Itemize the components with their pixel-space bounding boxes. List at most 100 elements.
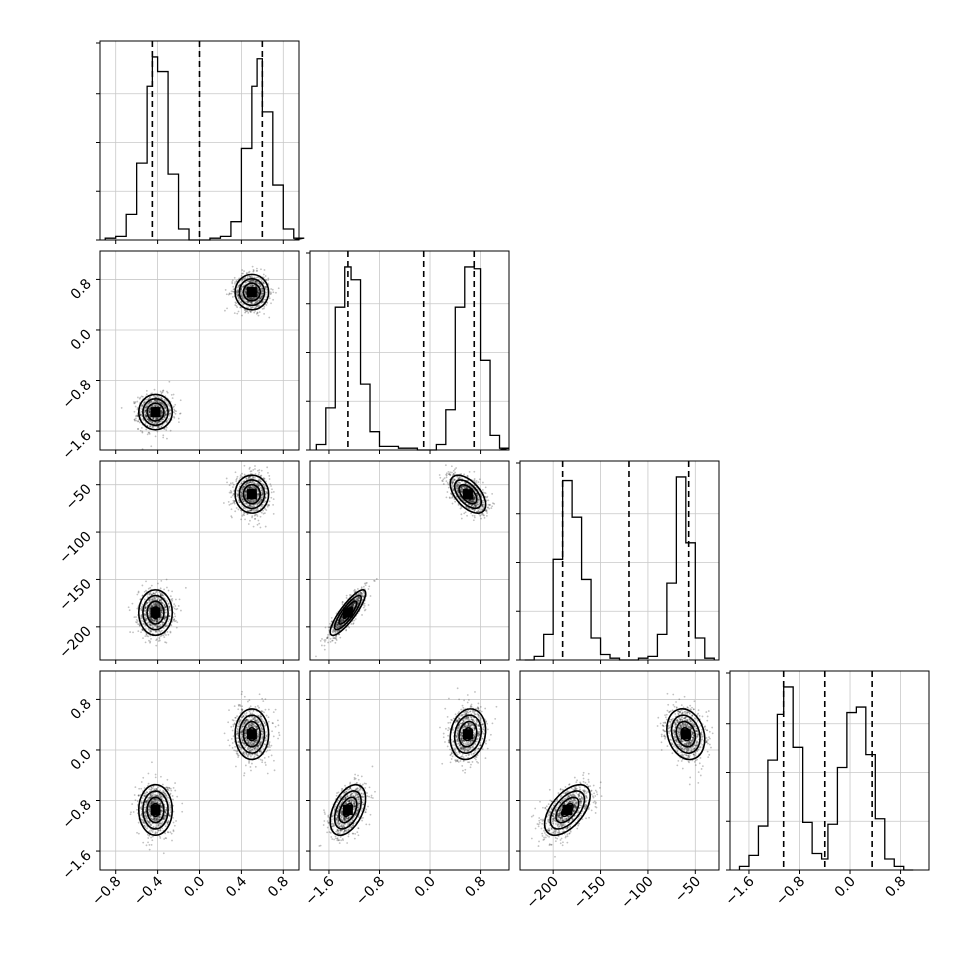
density-contour: [234, 273, 270, 311]
sample-point: [250, 279, 253, 282]
sample-point: [469, 499, 472, 502]
sample-point: [141, 629, 144, 632]
sample-point: [145, 614, 147, 617]
sample-point: [147, 398, 150, 400]
sample-point: [159, 599, 161, 602]
sample-point: [242, 506, 245, 509]
sample-point: [249, 297, 251, 300]
sample-point: [158, 618, 161, 621]
sample-point: [251, 301, 254, 304]
sample-point: [243, 473, 246, 476]
sample-point: [148, 616, 151, 619]
sample-point: [452, 469, 455, 472]
sample-point: [133, 402, 136, 405]
sample-point: [252, 280, 255, 283]
sample-point: [259, 297, 261, 300]
sample-point: [332, 628, 335, 631]
sample-point: [154, 618, 157, 621]
sample-point: [331, 639, 334, 642]
sample-point: [173, 411, 176, 414]
sample-point: [255, 312, 258, 315]
sample-point: [162, 434, 165, 437]
sample-point: [149, 420, 151, 423]
sample-point: [232, 290, 234, 293]
sample-point: [353, 602, 356, 605]
sample-point: [164, 615, 167, 617]
sample-point: [148, 432, 151, 435]
sample-point: [162, 389, 165, 392]
sample-point: [144, 628, 147, 630]
sample-point: [253, 276, 256, 279]
sample-point: [158, 604, 161, 607]
sample-point: [149, 624, 152, 627]
sample-point: [468, 508, 471, 510]
sample-point: [244, 483, 246, 486]
sample-point: [249, 301, 252, 304]
sample-point: [155, 422, 158, 424]
sample-point: [160, 425, 163, 428]
sample-point: [243, 492, 246, 495]
sample-point: [164, 617, 166, 620]
sample-point: [250, 285, 253, 288]
sample-point: [243, 485, 245, 488]
sample-point: [330, 617, 333, 619]
sample-point: [331, 630, 334, 633]
sample-point: [265, 286, 268, 289]
sample-point: [168, 412, 171, 415]
sample-point: [244, 309, 246, 312]
sample-point: [248, 475, 251, 478]
sample-point: [236, 495, 239, 498]
sample-point: [245, 301, 248, 303]
sample-point: [150, 598, 153, 601]
sample-point: [461, 490, 464, 493]
sample-point: [472, 498, 475, 501]
sample-point: [228, 292, 231, 295]
sample-point: [134, 401, 137, 403]
sample-point: [136, 621, 138, 624]
sample-point: [485, 499, 488, 502]
sample-point: [256, 287, 259, 290]
sample-point: [150, 421, 153, 424]
sample-point: [175, 619, 177, 622]
sample-point: [342, 619, 345, 621]
sample-point: [156, 426, 159, 428]
sample-point: [155, 639, 158, 642]
sample-point: [483, 516, 486, 519]
sample-point: [256, 523, 259, 526]
sample-point: [178, 598, 181, 601]
sample-point: [150, 404, 153, 407]
sample-point: [151, 619, 154, 622]
sample-point: [340, 619, 342, 622]
sample-point: [146, 621, 149, 624]
sample-point: [256, 504, 259, 507]
sample-point: [153, 596, 156, 599]
sample-point: [241, 498, 244, 501]
sample-point: [242, 284, 245, 287]
sample-point: [142, 623, 145, 625]
sample-point: [161, 418, 164, 421]
sample-point: [338, 626, 340, 629]
sample-point: [357, 599, 360, 602]
sample-point: [147, 635, 150, 638]
sample-point: [256, 503, 259, 506]
sample-point: [465, 487, 468, 489]
sample-point: [139, 624, 141, 627]
sample-point: [244, 494, 247, 497]
sample-point: [163, 604, 166, 607]
sample-point: [449, 497, 451, 500]
sample-point: [254, 468, 256, 470]
sample-point: [140, 413, 142, 416]
sample-point: [483, 503, 486, 506]
sample-point: [138, 397, 141, 400]
sample-point: [168, 618, 171, 621]
sample-point: [148, 614, 151, 617]
sample-point: [246, 487, 249, 490]
sample-point: [456, 489, 459, 492]
sample-point: [155, 603, 158, 605]
sample-point: [137, 427, 139, 430]
sample-point: [328, 626, 331, 629]
sample-point: [341, 601, 344, 604]
sample-point: [148, 413, 151, 416]
sample-point: [242, 480, 245, 483]
sample-point: [264, 291, 267, 294]
